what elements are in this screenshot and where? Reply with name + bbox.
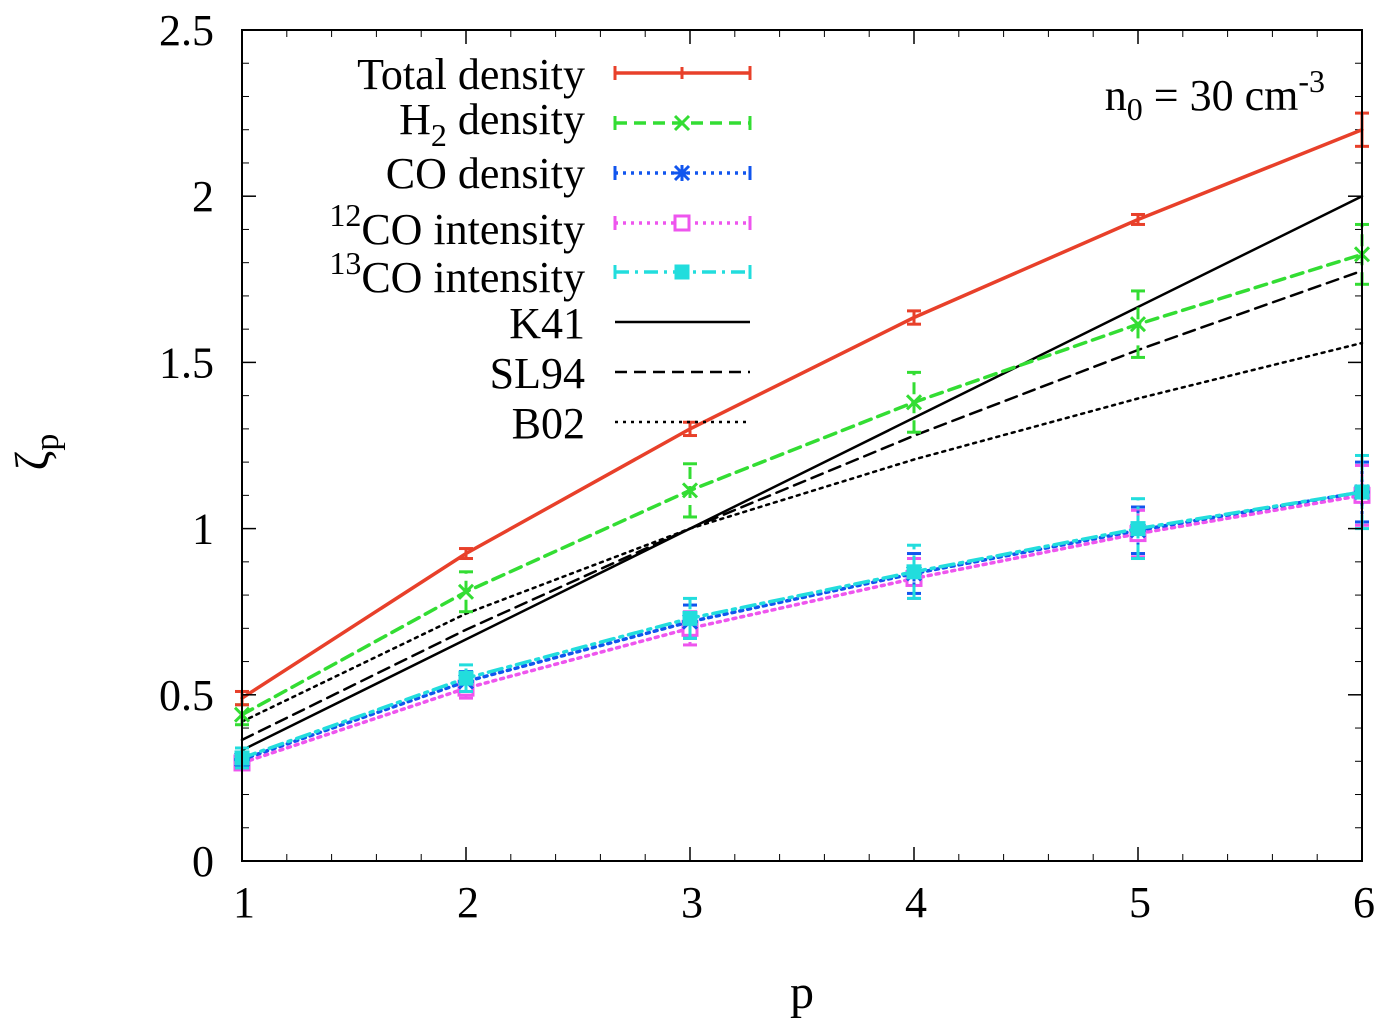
y-tick-label: 1 [192,505,214,554]
series-line-total [240,127,1364,700]
legend-samples [613,66,752,424]
data-point [905,394,923,411]
x-tick-label: 4 [905,878,927,927]
legend-label-co: CO density [386,149,585,198]
density-annotation: n0 = 30 cm-3 [1105,63,1325,127]
legend-marker [673,214,691,232]
y-tick-label: 0 [192,837,214,886]
y-tick-label: 2 [192,172,214,221]
y-tick-label: 2.5 [159,6,214,55]
series-line-co12 [240,493,1364,765]
data-point [458,670,474,686]
legend-label-sl94: SL94 [490,349,585,398]
legend-label-h2: H2 density [399,95,585,153]
plot-frame [241,29,1363,862]
legend: Total density H2 density CO density 12CO… [329,50,752,448]
data-point [1129,316,1147,333]
x-axis: 1 2 3 4 5 6 [233,30,1375,927]
data-point [457,583,475,600]
data-point [906,564,922,580]
legend-label-k41: K41 [509,299,585,348]
series-line-b02 [240,341,1364,723]
y-tick-label: 0.5 [159,671,214,720]
legend-label-co12: 12CO intensity [329,197,585,254]
y-axis: 0 0.5 1 1.5 2 2.5 [159,6,1362,886]
series-b02 [240,341,1364,723]
data-point [681,482,699,499]
x-tick-label: 6 [1353,878,1375,927]
x-tick-label: 5 [1129,878,1151,927]
series-k41 [240,194,1364,752]
x-tick-label: 1 [233,878,255,927]
legend-label-co13: 13CO intensity [329,245,585,302]
x-tick-label: 2 [457,878,479,927]
series-line-h2 [240,252,1364,717]
series-line-co13 [240,490,1364,760]
y-axis-label: ζp [6,434,66,471]
legend-marker [673,114,691,132]
y-tick-label: 1.5 [159,338,214,387]
series-sl94 [240,269,1364,742]
x-tick-label: 3 [681,878,703,927]
x-axis-label: p [790,966,814,1019]
legend-label-b02: B02 [512,399,585,448]
series-line-sl94 [240,269,1364,742]
legend-label-total: Total density [357,50,585,99]
series-line-k41 [240,194,1364,752]
legend-marker [674,264,690,280]
data-point [682,610,698,626]
data-point [1130,521,1146,537]
